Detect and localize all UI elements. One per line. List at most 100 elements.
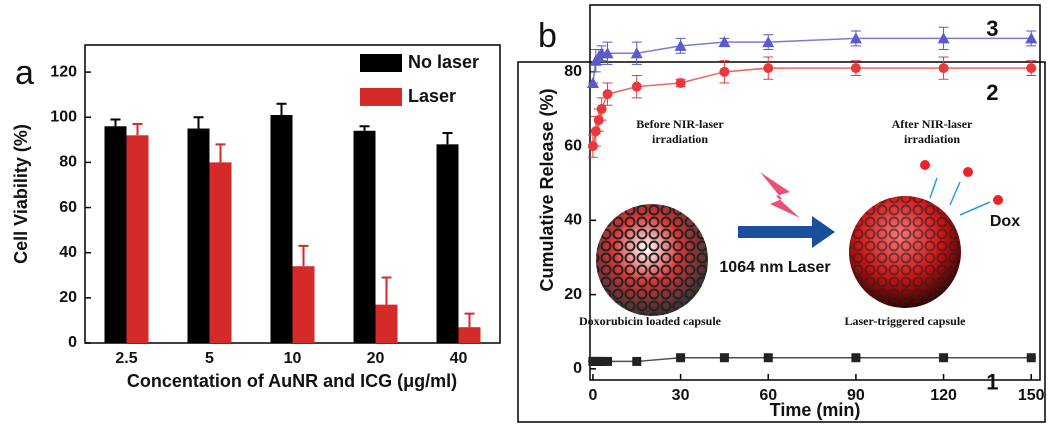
dox-dot bbox=[993, 195, 1003, 205]
bar bbox=[209, 162, 232, 343]
marker bbox=[763, 63, 774, 74]
inset-label: Laser-triggered capsule bbox=[845, 314, 967, 328]
y-axis-title: Cumulative Release (%) bbox=[537, 88, 557, 291]
marker bbox=[719, 66, 730, 77]
bar bbox=[375, 304, 398, 343]
x-tick-label: 2.5 bbox=[115, 350, 137, 367]
inset-label: 1064 nm Laser bbox=[719, 259, 830, 276]
bar bbox=[436, 144, 459, 343]
dox-dot bbox=[920, 160, 930, 170]
y-axis-title: Cell Viability (%) bbox=[11, 124, 31, 264]
capsule-shell bbox=[849, 196, 961, 308]
y-tick-label: 120 bbox=[50, 63, 77, 80]
y-tick-label: 60 bbox=[59, 199, 77, 216]
marker bbox=[1025, 32, 1038, 44]
inset-diagram bbox=[596, 160, 1003, 316]
marker bbox=[674, 39, 687, 51]
series-line bbox=[592, 356, 1032, 363]
error-bar bbox=[132, 123, 143, 136]
series-label: 2 bbox=[986, 80, 998, 105]
x-tick-label: 30 bbox=[672, 387, 690, 404]
panel-label: a bbox=[15, 54, 34, 92]
marker bbox=[675, 77, 686, 88]
inset-label: Before NIR-laser bbox=[636, 117, 724, 131]
marker bbox=[597, 356, 607, 366]
x-tick-label: 120 bbox=[930, 387, 957, 404]
bar bbox=[187, 128, 210, 343]
marker bbox=[850, 63, 861, 74]
error-bar bbox=[193, 116, 204, 129]
marker bbox=[851, 353, 861, 363]
marker bbox=[631, 81, 642, 92]
y-tick-label: 100 bbox=[50, 108, 77, 125]
marker bbox=[632, 356, 642, 366]
series-line bbox=[592, 37, 1032, 84]
legend-label: Laser bbox=[408, 86, 456, 106]
y-tick-label: 80 bbox=[59, 154, 77, 171]
y-tick-label: 20 bbox=[59, 289, 77, 306]
series-label: 3 bbox=[986, 16, 998, 41]
x-tick-label: 40 bbox=[450, 350, 468, 367]
bar bbox=[292, 266, 315, 343]
marker bbox=[676, 353, 686, 363]
y-tick-label: 40 bbox=[564, 212, 582, 229]
plot-frame bbox=[589, 4, 1041, 381]
marker bbox=[718, 36, 731, 48]
error-bar bbox=[359, 125, 370, 131]
marker bbox=[1026, 353, 1036, 363]
inset-label: irradiation bbox=[904, 132, 960, 146]
series-label: 1 bbox=[986, 370, 998, 395]
legend-swatch bbox=[360, 88, 402, 106]
capsule-shell bbox=[596, 204, 708, 316]
x-tick-label: 5 bbox=[205, 350, 214, 367]
dox-dot bbox=[963, 167, 973, 177]
legend-swatch bbox=[360, 54, 402, 72]
x-tick-label: 90 bbox=[847, 387, 865, 404]
error-bar bbox=[442, 132, 453, 145]
laser-bolt bbox=[760, 172, 800, 218]
inset-label: Dox bbox=[990, 213, 1020, 230]
error-bar bbox=[298, 244, 309, 267]
y-tick-label: 20 bbox=[564, 286, 582, 303]
marker bbox=[719, 353, 729, 363]
marker bbox=[630, 47, 643, 59]
marker bbox=[603, 356, 613, 366]
arrow bbox=[738, 216, 835, 248]
x-axis-title: Concentation of AuNR and ICG (μg/ml) bbox=[127, 371, 457, 391]
y-tick-label: 40 bbox=[59, 244, 77, 261]
x-tick-label: 10 bbox=[284, 350, 302, 367]
marker bbox=[763, 353, 773, 363]
error-bar bbox=[110, 118, 121, 127]
error-bar bbox=[464, 312, 475, 328]
y-tick-label: 0 bbox=[573, 360, 582, 377]
marker bbox=[596, 103, 607, 114]
marker bbox=[601, 47, 614, 59]
y-tick-label: 0 bbox=[68, 334, 77, 351]
marker bbox=[586, 76, 599, 88]
bar bbox=[104, 126, 127, 343]
marker bbox=[1026, 63, 1037, 74]
marker bbox=[937, 32, 950, 44]
x-axis-title: Time (min) bbox=[770, 400, 861, 420]
panel-label: b bbox=[538, 17, 557, 55]
inset-label: Doxorubicin loaded capsule bbox=[579, 314, 722, 328]
marker bbox=[602, 89, 613, 100]
x-tick-label: 60 bbox=[759, 387, 777, 404]
panel-frame bbox=[517, 61, 1046, 423]
legend-label: No laser bbox=[408, 52, 479, 72]
error-bar bbox=[276, 102, 287, 115]
y-tick-label: 60 bbox=[564, 137, 582, 154]
marker bbox=[762, 36, 775, 48]
inset-label: irradiation bbox=[652, 132, 708, 146]
x-tick-label: 0 bbox=[588, 387, 597, 404]
x-tick-label: 150 bbox=[1018, 387, 1045, 404]
y-tick-label: 80 bbox=[564, 63, 582, 80]
release-arrow bbox=[929, 177, 991, 216]
inset-label: After NIR-laser bbox=[892, 117, 973, 131]
bar bbox=[126, 135, 149, 343]
x-tick-label: 20 bbox=[367, 350, 385, 367]
marker bbox=[849, 32, 862, 44]
error-bar bbox=[215, 143, 226, 163]
marker bbox=[938, 63, 949, 74]
